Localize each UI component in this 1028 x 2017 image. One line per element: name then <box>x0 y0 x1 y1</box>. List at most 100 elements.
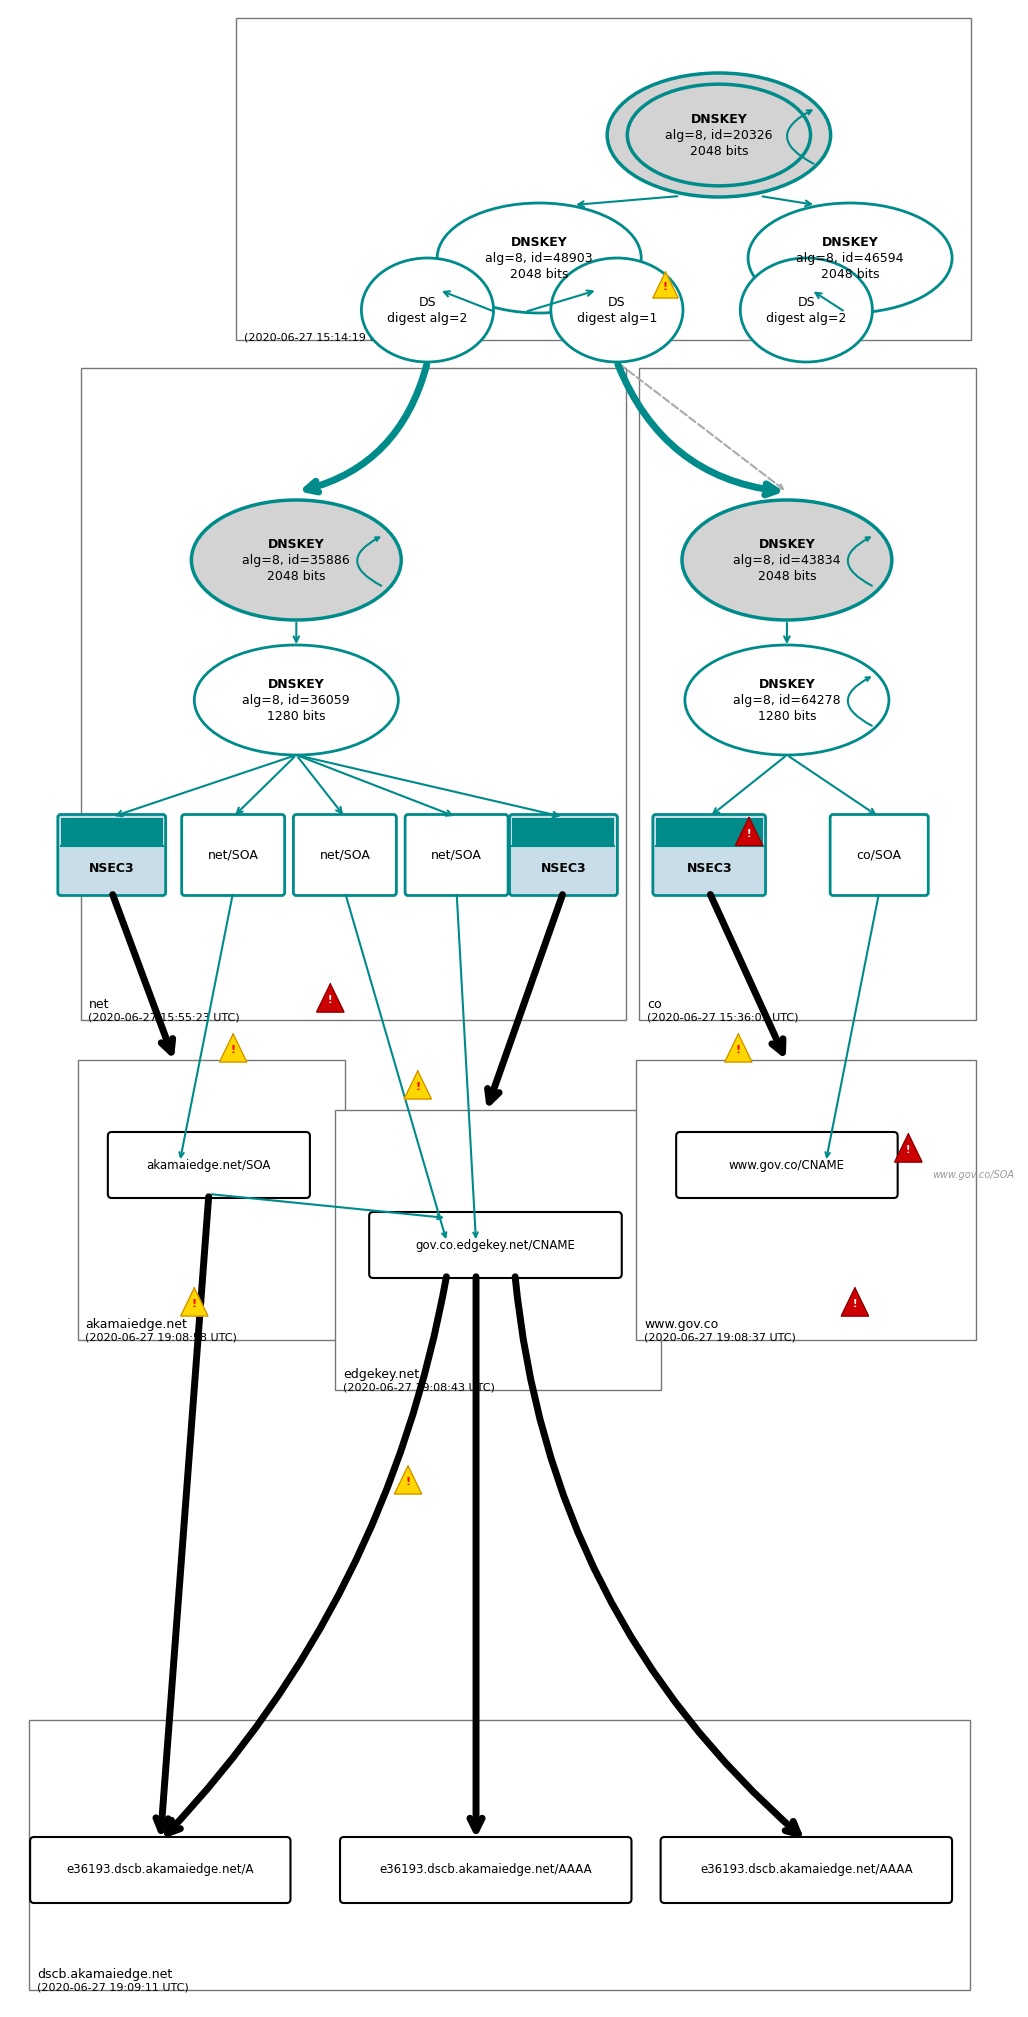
Polygon shape <box>735 817 763 845</box>
Text: digest alg=2: digest alg=2 <box>388 311 468 325</box>
Text: (2020-06-27 19:09:11 UTC): (2020-06-27 19:09:11 UTC) <box>37 1983 189 1993</box>
Ellipse shape <box>685 645 889 754</box>
Polygon shape <box>317 984 344 1013</box>
Text: www.gov.co/SOA: www.gov.co/SOA <box>932 1170 1015 1180</box>
Text: 1280 bits: 1280 bits <box>267 710 326 722</box>
Text: (2020-06-27 15:14:19 UTC): (2020-06-27 15:14:19 UTC) <box>244 333 396 343</box>
Bar <box>639 367 977 1021</box>
Text: !: ! <box>906 1146 911 1156</box>
FancyBboxPatch shape <box>369 1212 622 1279</box>
Text: net: net <box>88 998 109 1011</box>
Text: 2048 bits: 2048 bits <box>758 569 816 583</box>
Ellipse shape <box>191 500 401 619</box>
Bar <box>78 1061 344 1339</box>
Text: alg=8, id=20326: alg=8, id=20326 <box>665 129 773 141</box>
FancyBboxPatch shape <box>676 1132 897 1198</box>
Text: net/SOA: net/SOA <box>431 849 482 861</box>
FancyBboxPatch shape <box>340 1837 631 1902</box>
Ellipse shape <box>627 85 810 186</box>
Text: !: ! <box>328 994 333 1004</box>
Text: www.gov.co/CNAME: www.gov.co/CNAME <box>729 1158 845 1172</box>
Text: DNSKEY: DNSKEY <box>691 113 747 125</box>
Polygon shape <box>220 1035 247 1063</box>
Text: !: ! <box>405 1476 410 1487</box>
Bar <box>636 1061 977 1339</box>
Text: !: ! <box>415 1081 420 1091</box>
Polygon shape <box>725 1035 751 1063</box>
Text: co: co <box>647 998 662 1011</box>
Bar <box>80 367 626 1021</box>
Bar <box>236 18 971 341</box>
Text: alg=8, id=48903: alg=8, id=48903 <box>485 252 593 264</box>
Text: alg=8, id=64278: alg=8, id=64278 <box>733 694 841 706</box>
Bar <box>513 817 615 845</box>
Text: co/SOA: co/SOA <box>856 849 902 861</box>
FancyBboxPatch shape <box>405 815 508 896</box>
Text: dscb.akamaiedge.net: dscb.akamaiedge.net <box>37 1969 172 1981</box>
Bar <box>29 1721 969 1991</box>
Text: NSEC3: NSEC3 <box>541 861 586 875</box>
FancyBboxPatch shape <box>831 815 928 896</box>
Ellipse shape <box>748 204 952 313</box>
Text: DNSKEY: DNSKEY <box>821 236 879 248</box>
Text: 2048 bits: 2048 bits <box>690 145 748 157</box>
Text: !: ! <box>663 282 668 292</box>
Text: (2020-06-27 19:08:37 UTC): (2020-06-27 19:08:37 UTC) <box>645 1331 796 1341</box>
Text: alg=8, id=43834: alg=8, id=43834 <box>733 553 841 567</box>
Text: digest alg=1: digest alg=1 <box>577 311 657 325</box>
Text: (2020-06-27 19:08:43 UTC): (2020-06-27 19:08:43 UTC) <box>343 1382 494 1392</box>
Text: 2048 bits: 2048 bits <box>820 268 879 280</box>
Text: DNSKEY: DNSKEY <box>759 678 815 690</box>
Text: alg=8, id=46594: alg=8, id=46594 <box>797 252 904 264</box>
Ellipse shape <box>437 204 641 313</box>
Polygon shape <box>395 1466 421 1495</box>
Polygon shape <box>841 1289 869 1315</box>
Ellipse shape <box>362 258 493 361</box>
Text: e36193.dscb.akamaiedge.net/AAAA: e36193.dscb.akamaiedge.net/AAAA <box>379 1864 592 1876</box>
Text: digest alg=2: digest alg=2 <box>766 311 846 325</box>
Text: DNSKEY: DNSKEY <box>268 678 325 690</box>
FancyBboxPatch shape <box>653 815 766 896</box>
Text: !: ! <box>736 1045 741 1055</box>
Ellipse shape <box>551 258 683 361</box>
Text: 1280 bits: 1280 bits <box>758 710 816 722</box>
Text: !: ! <box>192 1299 197 1309</box>
FancyBboxPatch shape <box>30 1837 291 1902</box>
FancyBboxPatch shape <box>293 815 397 896</box>
Text: net/SOA: net/SOA <box>320 849 370 861</box>
Bar <box>335 1109 661 1390</box>
Text: edgekey.net: edgekey.net <box>343 1368 419 1382</box>
Text: e36193.dscb.akamaiedge.net/AAAA: e36193.dscb.akamaiedge.net/AAAA <box>700 1864 913 1876</box>
Bar <box>656 817 763 845</box>
Ellipse shape <box>682 500 892 619</box>
FancyBboxPatch shape <box>58 815 166 896</box>
Text: gov.co.edgekey.net/CNAME: gov.co.edgekey.net/CNAME <box>415 1238 576 1251</box>
Text: (2020-06-27 15:36:03 UTC): (2020-06-27 15:36:03 UTC) <box>647 1013 799 1023</box>
Text: NSEC3: NSEC3 <box>88 861 135 875</box>
Ellipse shape <box>608 73 831 198</box>
Text: DNSKEY: DNSKEY <box>511 236 567 248</box>
Text: alg=8, id=36059: alg=8, id=36059 <box>243 694 351 706</box>
Text: 2048 bits: 2048 bits <box>510 268 568 280</box>
FancyBboxPatch shape <box>661 1837 952 1902</box>
Text: DS: DS <box>418 296 436 309</box>
Text: e36193.dscb.akamaiedge.net/A: e36193.dscb.akamaiedge.net/A <box>67 1864 254 1876</box>
Text: akamaiedge.net/SOA: akamaiedge.net/SOA <box>147 1158 271 1172</box>
Text: net/SOA: net/SOA <box>208 849 259 861</box>
Polygon shape <box>653 272 678 299</box>
Polygon shape <box>181 1289 208 1315</box>
FancyBboxPatch shape <box>182 815 285 896</box>
Text: DNSKEY: DNSKEY <box>759 537 815 551</box>
FancyBboxPatch shape <box>510 815 618 896</box>
Bar <box>61 817 162 845</box>
Ellipse shape <box>194 645 398 754</box>
Text: www.gov.co: www.gov.co <box>645 1317 719 1331</box>
Polygon shape <box>894 1134 922 1162</box>
Text: DNSKEY: DNSKEY <box>268 537 325 551</box>
Text: alg=8, id=35886: alg=8, id=35886 <box>243 553 351 567</box>
FancyBboxPatch shape <box>108 1132 309 1198</box>
Text: !: ! <box>852 1299 857 1309</box>
Text: (2020-06-27 15:55:23 UTC): (2020-06-27 15:55:23 UTC) <box>88 1013 240 1023</box>
Text: DS: DS <box>798 296 815 309</box>
Text: !: ! <box>230 1045 235 1055</box>
